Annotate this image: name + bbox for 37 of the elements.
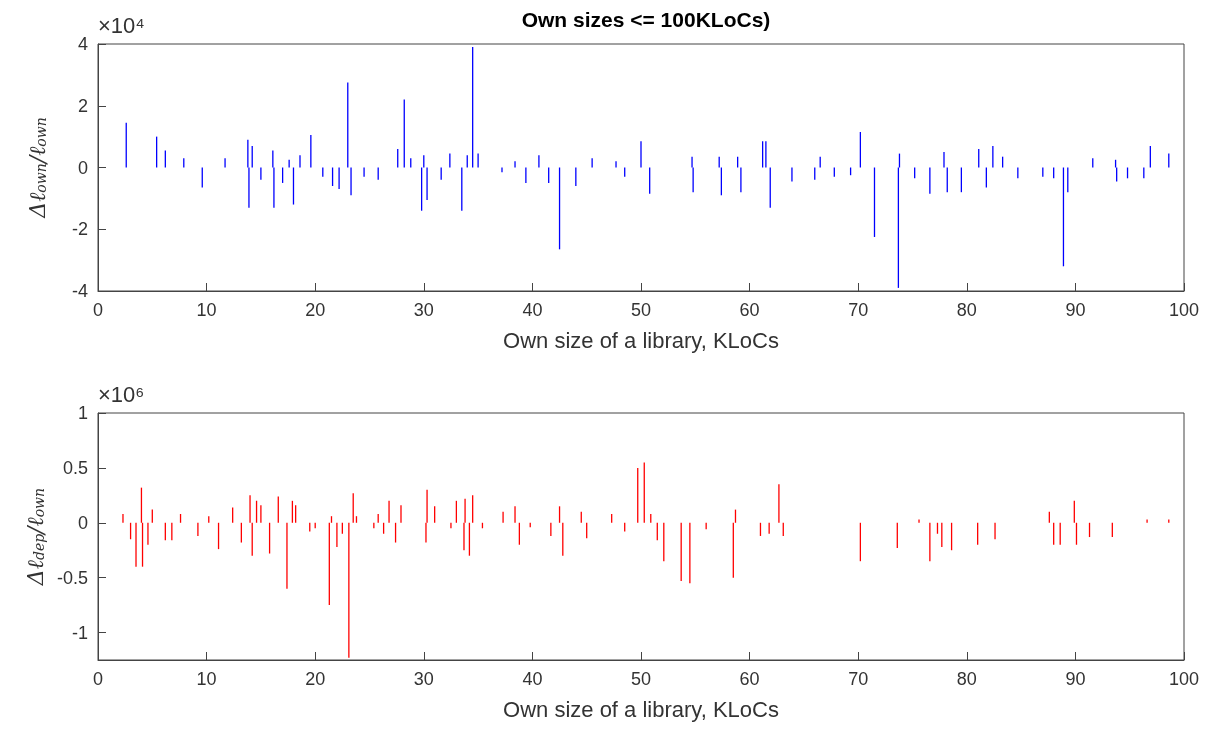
y-tick-label: 0.5 [62,457,88,478]
x-tick-label: 10 [196,669,217,689]
y-tick-label: 0 [77,157,88,178]
text: ×10⁴ [98,12,145,38]
y-tick-label: -0.5 [56,567,88,588]
x-tick-label: 0 [92,300,104,320]
x-tick-label: 100 [1168,669,1200,689]
x-tick-label: 40 [522,300,543,320]
x-tick-label: 10 [196,300,217,320]
y-tick-label: -2 [71,219,88,240]
y-tick-label: 2 [77,95,88,116]
text: ×10⁶ [98,381,145,407]
x-tick-label: 30 [413,300,434,320]
x-tick-label: 20 [305,669,326,689]
x-axis-title: Own size of a library, KLoCs [503,696,779,722]
y-tick-label: -1 [71,622,88,643]
x-tick-label: 90 [1065,669,1086,689]
x-tick-label: 0 [92,669,104,689]
x-tick-label: 90 [1065,300,1086,320]
x-tick-label: 80 [956,300,977,320]
x-tick-label: 70 [848,669,869,689]
x-tick-label: 100 [1168,300,1200,320]
chart-title: Own sizes <= 100KLoCs) [521,8,771,31]
x-tick-label: 30 [413,669,434,689]
y-tick-label: 4 [77,34,88,54]
x-tick-label: 70 [848,300,869,320]
x-tick-label: 50 [630,300,652,320]
x-tick-label: 40 [522,669,543,689]
x-tick-label: 80 [956,669,977,689]
y-tick-label: 1 [77,403,88,423]
x-tick-label: 50 [630,669,652,689]
x-tick-label: 60 [739,300,760,320]
y-tick-label: 0 [77,512,88,533]
y-tick-label: -4 [71,281,88,301]
x-tick-label: 60 [739,669,760,689]
x-tick-label: 20 [305,300,326,320]
x-axis-title: Own size of a library, KLoCs [503,327,779,353]
